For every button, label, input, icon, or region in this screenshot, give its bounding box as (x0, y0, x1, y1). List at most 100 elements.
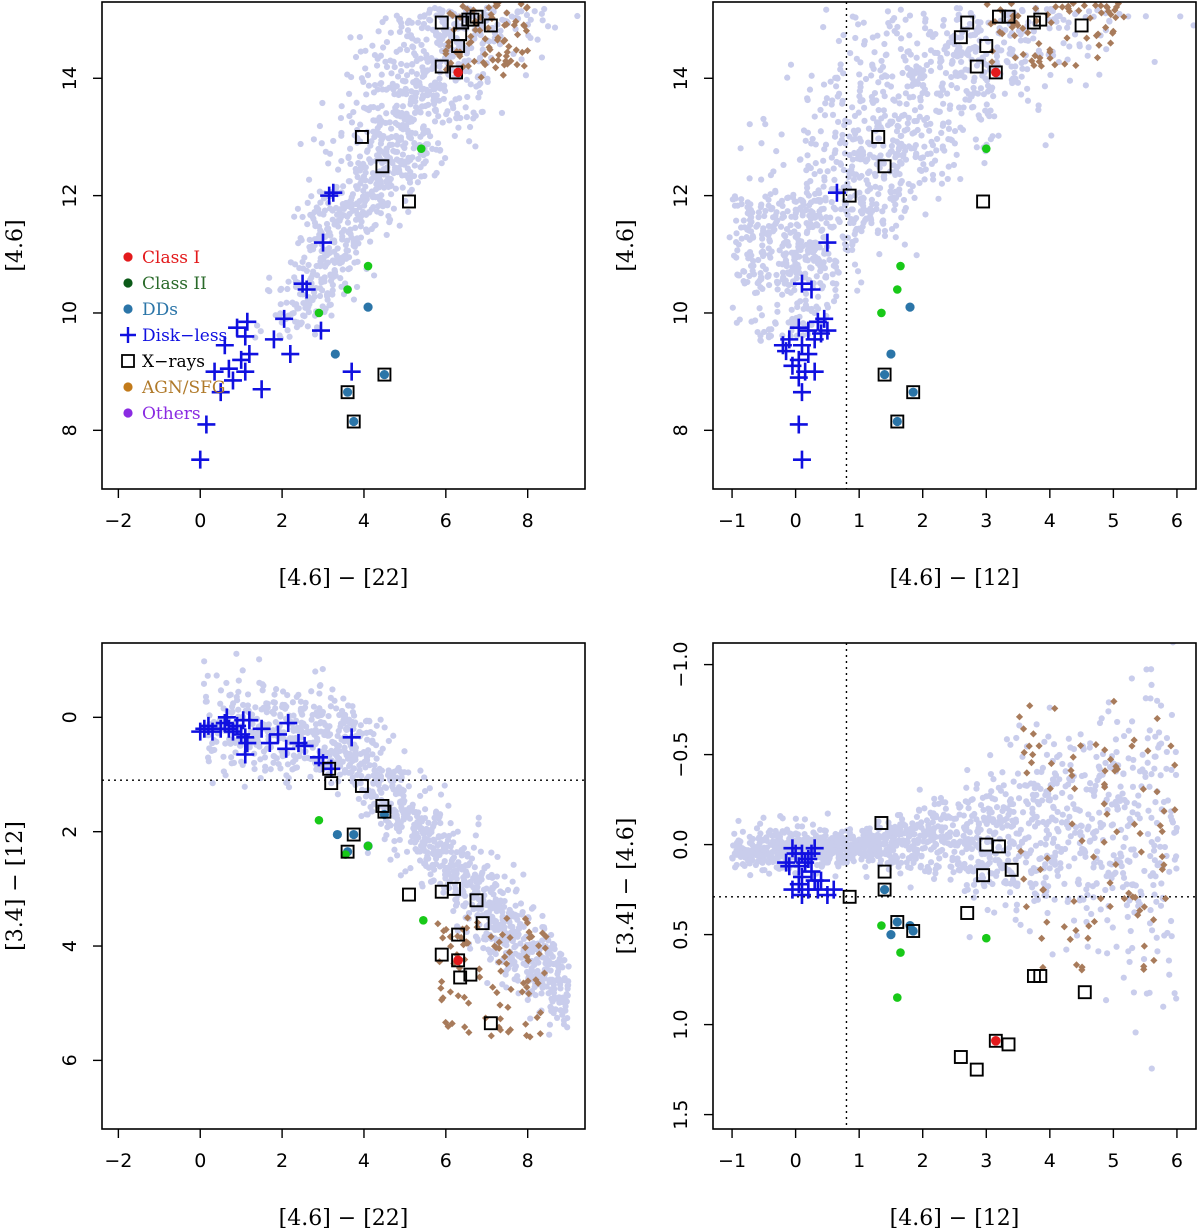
agn-sfg-point (1014, 12, 1022, 20)
background-point (854, 268, 862, 275)
dds-point (349, 416, 359, 427)
background-point (911, 194, 918, 202)
background-point (284, 285, 291, 293)
xray-point (842, 188, 857, 203)
agn-sfg-point (471, 26, 480, 34)
background-point (338, 157, 345, 165)
agn-sfg-point (504, 1028, 512, 1036)
diskless-point (236, 745, 255, 764)
background-point (350, 712, 358, 719)
agn-sfg-point (454, 992, 462, 1000)
agn-sfg-point (1112, 13, 1120, 22)
background-point (1002, 902, 1009, 909)
y-tick-label: 12 (670, 184, 692, 208)
background-point (340, 695, 347, 702)
background-point (472, 933, 480, 940)
background-point (953, 830, 961, 837)
background-point (252, 704, 259, 711)
background-point (1126, 958, 1133, 966)
agn-sfg-point (1051, 61, 1059, 69)
background-point (955, 11, 962, 18)
background-point (359, 193, 367, 200)
background-point (933, 147, 940, 154)
agn-sfg-point (463, 914, 472, 922)
background-point (802, 301, 809, 309)
background-point (293, 727, 300, 734)
background-point (829, 271, 836, 278)
background-point (797, 246, 804, 254)
background-point (1041, 738, 1048, 745)
background-point (780, 251, 788, 258)
x-tick-label: 8 (522, 510, 534, 532)
background-point (437, 791, 445, 798)
background-point (738, 235, 745, 242)
background-point (1171, 856, 1178, 863)
background-point (364, 849, 371, 857)
agn-sfg-point (503, 20, 511, 28)
background-point (489, 885, 496, 892)
background-point (564, 985, 571, 992)
background-point (233, 693, 240, 701)
background-point (430, 862, 437, 869)
background-point (369, 42, 376, 49)
background-point (364, 72, 372, 79)
background-point (833, 280, 840, 287)
background-point (1060, 40, 1067, 47)
background-point (466, 860, 473, 867)
agn-sfg-point (492, 943, 500, 952)
background-point (331, 259, 338, 266)
background-point (407, 168, 414, 176)
background-point (312, 726, 319, 733)
agn-sfg-point (1091, 2, 1100, 9)
background-point (354, 126, 361, 134)
class-ii-series (314, 144, 426, 318)
agn-sfg-point (521, 944, 529, 952)
background-point (807, 220, 814, 228)
background-point (233, 650, 240, 657)
background-point (862, 829, 869, 837)
background-point (839, 131, 846, 139)
agn-sfg-point (1093, 54, 1102, 62)
background-point (1190, 22, 1196, 29)
background-point (1148, 666, 1155, 673)
background-point (914, 40, 921, 47)
background-point (345, 154, 352, 162)
background-point (880, 107, 887, 114)
background-point (327, 301, 334, 308)
background-point (378, 789, 385, 796)
agn-sfg-point (503, 9, 511, 17)
background-point (1122, 834, 1129, 841)
xray-point (463, 967, 478, 982)
background-point (1112, 869, 1119, 876)
background-point (972, 48, 979, 55)
background-point (887, 118, 894, 125)
background-point (804, 184, 811, 191)
background-point (733, 254, 740, 261)
background-point (291, 213, 298, 220)
agn-sfg-point (494, 34, 502, 42)
background-point (527, 16, 534, 23)
background-point (932, 840, 939, 847)
background-point (343, 726, 350, 734)
agn-sfg-point (1102, 23, 1110, 32)
background-point (933, 862, 940, 869)
background-point (1085, 44, 1092, 51)
agn-sfg-point (523, 983, 531, 991)
agn-sfg-point (444, 42, 453, 50)
background-point (912, 153, 919, 161)
background-point (902, 90, 909, 97)
background-point (441, 88, 449, 95)
background-point (731, 202, 739, 209)
background-point (259, 687, 266, 694)
background-point (948, 137, 955, 144)
background-point (458, 852, 465, 859)
background-point (1135, 898, 1142, 905)
background-point (425, 855, 432, 862)
background-point (295, 691, 302, 698)
background-point (533, 956, 540, 963)
background-point (830, 262, 837, 269)
background-point (762, 193, 769, 200)
background-point (1153, 898, 1160, 905)
background-point (977, 27, 984, 34)
background-point (202, 693, 210, 700)
